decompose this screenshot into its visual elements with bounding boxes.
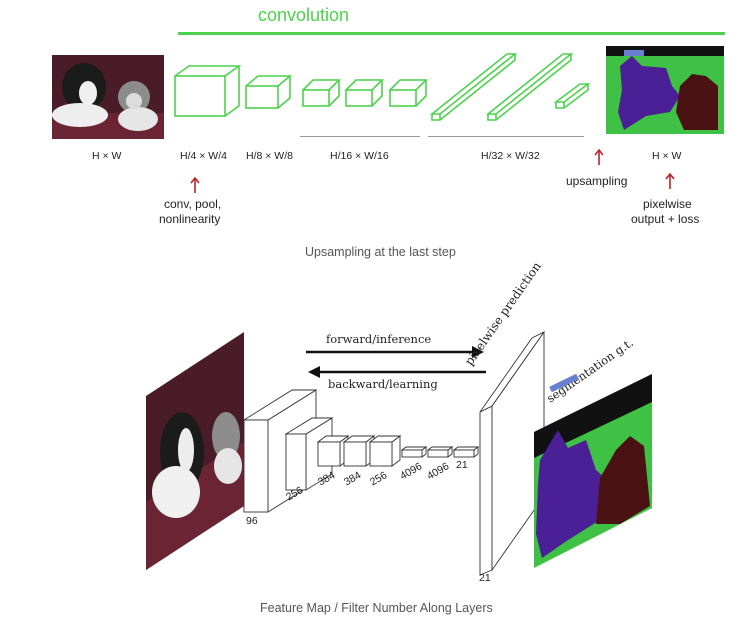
block-h32-b: [485, 53, 574, 121]
conv-note-line2: nonlinearity: [159, 212, 221, 226]
forward-arrow: [306, 346, 484, 358]
h32-group-bracket: [428, 136, 584, 137]
stage-label-h32: H/32 × W/32: [481, 150, 540, 162]
input-image: [52, 55, 164, 139]
loss-note-line1: pixelwise: [643, 197, 692, 211]
output-segmentation: [606, 46, 724, 134]
layer-number-96: 96: [246, 515, 258, 527]
loss-note-line2: output + loss: [631, 212, 700, 226]
backward-label: backward/learning: [328, 377, 438, 391]
feature-map-blocks: [174, 53, 591, 121]
segmentation-gt-plane: [534, 374, 652, 568]
forward-label: forward/inference: [326, 332, 432, 346]
backward-arrow: [308, 366, 486, 378]
block-h4: [174, 65, 242, 117]
block-h8: [245, 75, 293, 109]
network-blocks: [242, 389, 480, 513]
block-h16-b: [345, 79, 384, 107]
block-4096-b: [426, 446, 454, 458]
block-h32-c: [553, 83, 591, 109]
block-h16-c: [389, 79, 428, 107]
block-4096-a: [400, 446, 428, 458]
stage-label-h4: H/4 × W/4: [180, 150, 227, 162]
stage-label-input: H × W: [92, 150, 122, 162]
upsampling-label: upsampling: [566, 174, 628, 188]
block-h32-a: [429, 53, 518, 121]
block-256-b: [368, 435, 402, 467]
output-number-21: 21: [479, 572, 491, 584]
block-h16-a: [302, 79, 341, 107]
block-21: [452, 446, 480, 458]
conv-note-line1: conv, pool,: [164, 197, 222, 211]
h16-group-bracket: [300, 136, 420, 137]
stage-label-output: H × W: [652, 150, 682, 162]
stage-label-h16: H/16 × W/16: [330, 150, 389, 162]
convolution-header: convolution: [258, 5, 350, 25]
conv-arrow: [190, 176, 200, 193]
bottom-caption: Feature Map / Filter Number Along Layers: [260, 601, 493, 615]
prediction-plane: [479, 330, 545, 575]
top-caption: Upsampling at the last step: [305, 245, 456, 259]
loss-arrow: [665, 172, 675, 189]
stage-label-h8: H/8 × W/8: [246, 150, 293, 162]
upsampling-arrow: [594, 148, 604, 165]
convolution-bracket-line: [178, 32, 725, 35]
input-photo-3d: [146, 332, 244, 570]
layer-number-21: 21: [456, 459, 468, 471]
block-384-a: [316, 435, 350, 467]
block-384-b: [342, 435, 376, 467]
